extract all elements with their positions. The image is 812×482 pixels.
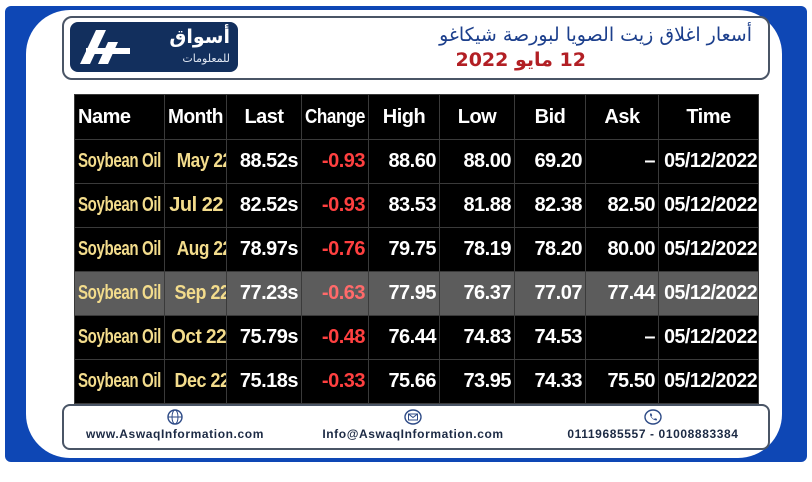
cell-name: Soybean Oil [74,271,165,316]
cell-high: 75.66 [368,359,440,404]
report-date: 12 مايو 2022 [455,49,586,71]
cell-month: Oct 22 [164,315,227,360]
logo-mark-icon [80,30,130,64]
cell-low: 88.00 [439,139,515,184]
cell-low: 73.95 [439,359,515,404]
email-contact[interactable]: Info@AswaqInformation.com [306,409,520,441]
cell-time: 05/12/2022 [658,183,759,228]
cell-time: 05/12/2022 [658,359,759,404]
cell-change: -0.48 [301,315,369,360]
cell-ask: – [585,139,659,184]
table-row: Soybean Oil Aug 22 78.97s -0.76 79.75 78.19 78… [74,227,759,272]
cell-last: 78.97s [226,227,302,272]
cell-high: 77.95 [368,271,440,316]
column-header-ask: Ask [585,94,659,140]
cell-high: 83.53 [368,183,440,228]
cell-low: 78.19 [439,227,515,272]
table-header-row: Name Month Last Change High Low Bid Ask Time [74,94,759,140]
price-table: Name Month Last Change High Low Bid Ask Time Soy… [74,94,759,404]
email-icon [404,409,422,425]
cell-last: 75.18s [226,359,302,404]
cell-change: -0.93 [301,139,369,184]
website-link[interactable]: www.AswaqInformation.com [86,427,264,441]
logo-subtitle: للمعلومات [182,52,230,65]
cell-bid: 82.38 [514,183,586,228]
email-link[interactable]: Info@AswaqInformation.com [322,427,504,441]
cell-time: 05/12/2022 [658,271,759,316]
logo-name: أسواق [169,26,230,48]
cell-month: Aug 22 [164,227,227,272]
cell-bid: 77.07 [514,271,586,316]
brand-logo: أسواق للمعلومات [70,22,238,72]
cell-name: Soybean Oil [74,139,165,184]
phone-contact[interactable]: 01119685557 - 01008883384 [546,409,760,441]
cell-bid: 69.20 [514,139,586,184]
column-header-last: Last [226,94,302,140]
cell-low: 74.83 [439,315,515,360]
cell-time: 05/12/2022 [658,315,759,360]
cell-high: 88.60 [368,139,440,184]
cell-time: 05/12/2022 [658,139,759,184]
cell-bid: 74.53 [514,315,586,360]
cell-change: -0.63 [301,271,369,316]
cell-ask: 75.50 [585,359,659,404]
table-row: Soybean Oil Sep 22 77.23s -0.63 77.95 76.37 77… [74,271,759,316]
cell-month: May 22 [164,139,227,184]
cell-name: Soybean Oil [74,227,165,272]
website-contact[interactable]: www.AswaqInformation.com [70,409,280,441]
cell-high: 79.75 [368,227,440,272]
cell-name: Soybean Oil [74,359,165,404]
cell-high: 76.44 [368,315,440,360]
cell-low: 76.37 [439,271,515,316]
phone-icon [644,409,662,425]
cell-name: Soybean Oil [74,183,165,228]
cell-last: 82.52s [226,183,302,228]
column-header-time: Time [658,94,759,140]
page-title: أسعار اغلاق زيت الصويا لبورصة شيكاغو [439,24,752,46]
cell-last: 75.79s [226,315,302,360]
cell-change: -0.93 [301,183,369,228]
table-row: Soybean Oil Jul 22 82.52s -0.93 83.53 81.88 82… [74,183,759,228]
column-header-high: High [368,94,440,140]
cell-change: -0.76 [301,227,369,272]
cell-month: Sep 22 [164,271,227,316]
cell-change: -0.33 [301,359,369,404]
cell-month: Dec 22 [164,359,227,404]
table-row: Soybean Oil Dec 22 75.18s -0.33 75.66 73.95 74… [74,359,759,404]
cell-name: Soybean Oil [74,315,165,360]
cell-ask: 80.00 [585,227,659,272]
cell-ask: 77.44 [585,271,659,316]
cell-bid: 74.33 [514,359,586,404]
column-header-month: Month [164,94,227,140]
cell-month: Jul 22 [164,183,227,228]
cell-bid: 78.20 [514,227,586,272]
column-header-name: Name [74,94,165,140]
cell-ask: 82.50 [585,183,659,228]
column-header-change: Change [301,94,369,140]
cell-ask: – [585,315,659,360]
cell-last: 88.52s [226,139,302,184]
cell-low: 81.88 [439,183,515,228]
table-row: Soybean Oil Oct 22 75.79s -0.48 76.44 74.83 74… [74,315,759,360]
cell-time: 05/12/2022 [658,227,759,272]
column-header-low: Low [439,94,515,140]
column-header-bid: Bid [514,94,586,140]
phone-numbers[interactable]: 01119685557 - 01008883384 [567,427,739,441]
cell-last: 77.23s [226,271,302,316]
table-row: Soybean Oil May 22 88.52s -0.93 88.60 88.00 69… [74,139,759,184]
globe-icon [167,409,183,425]
